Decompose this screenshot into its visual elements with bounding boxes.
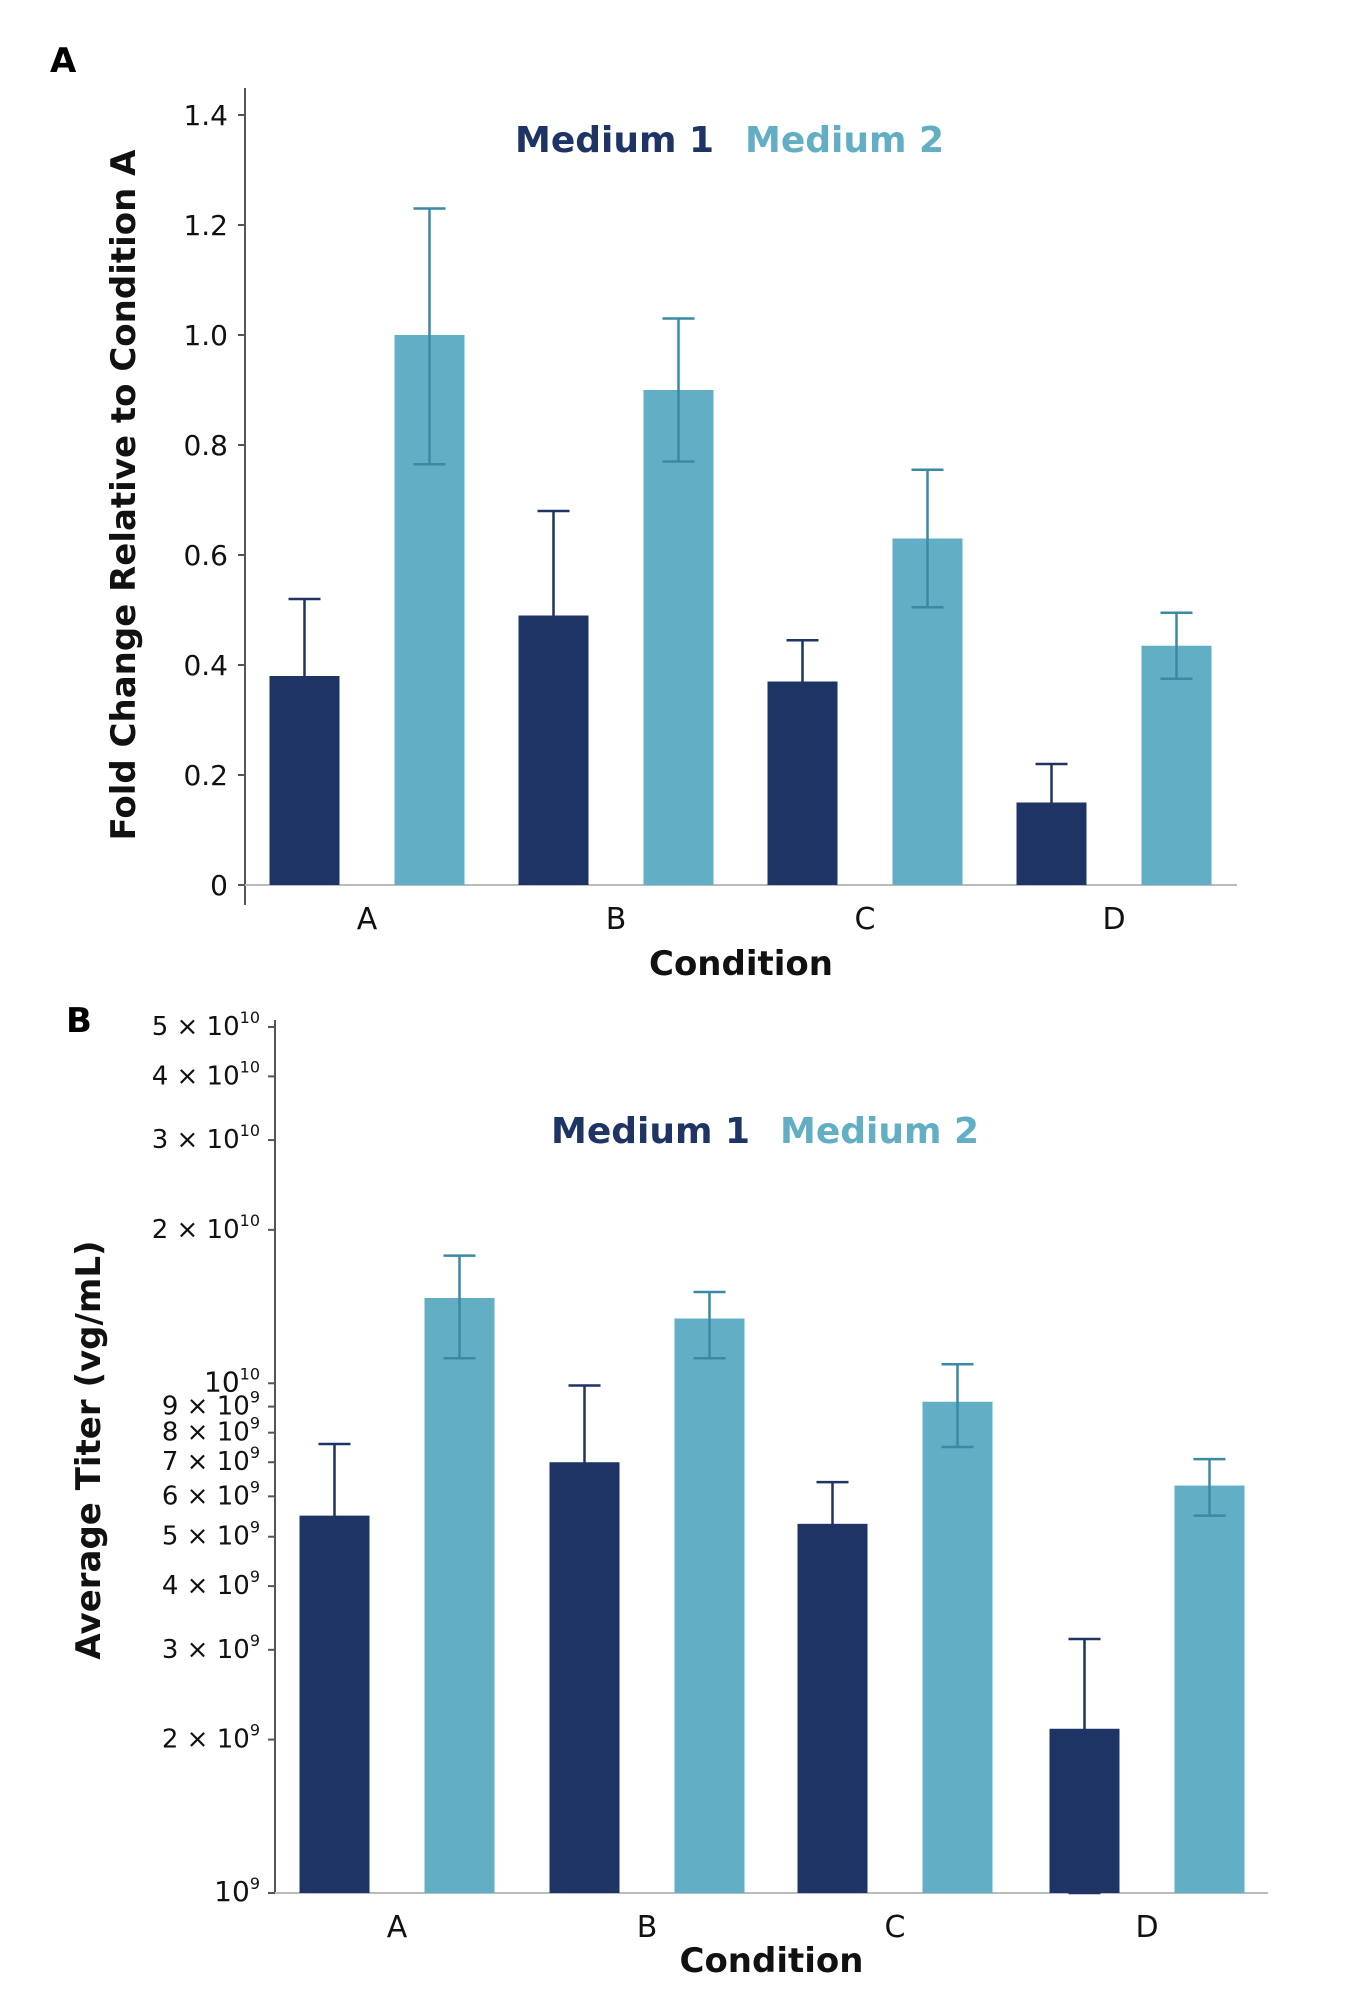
y-tick-exponent: 9	[250, 1874, 260, 1893]
y-tick-exponent: 10	[240, 1121, 260, 1140]
y-tick-mantissa: 9 ×	[162, 1392, 217, 1422]
y-tick-label: 109	[214, 1874, 260, 1908]
y-tick-exponent: 9	[250, 1518, 260, 1537]
y-tick-label: 3 × 109	[162, 1631, 260, 1665]
y-tick-base: 10	[217, 1447, 250, 1477]
y-tick-label: 6 × 109	[162, 1477, 260, 1511]
y-tick-mantissa: 2 ×	[152, 1215, 207, 1245]
y-tick-mantissa: 5 ×	[152, 1012, 207, 1042]
y-tick-base: 10	[207, 1215, 240, 1245]
y-tick-label: 0.2	[183, 759, 228, 792]
legend-medium2: Medium 2	[745, 120, 944, 161]
y-tick-mantissa: 7 ×	[162, 1447, 217, 1477]
bar-medium2-b	[674, 1318, 745, 1893]
y-tick-exponent: 10	[240, 1211, 260, 1230]
y-tick-label: 5 × 1010	[152, 1008, 260, 1042]
y-tick-mantissa: 4 ×	[162, 1571, 217, 1601]
y-tick-base: 10	[204, 1365, 240, 1398]
y-tick-exponent: 9	[250, 1567, 260, 1586]
y-tick-mantissa: 4 ×	[152, 1061, 207, 1091]
legend-medium1: Medium 1	[515, 120, 714, 161]
x-tick-label: B	[606, 902, 627, 937]
panel-a: 0 0.2 0.4 0.6 0.8 1.0 1.2 1.4 A B C D Condition Fold …	[104, 88, 1237, 984]
y-tick-label: 7 × 109	[162, 1443, 260, 1477]
y-tick-label: 2 × 1010	[152, 1211, 260, 1245]
y-tick-exponent: 10	[240, 1008, 260, 1027]
x-tick-label: D	[1102, 902, 1125, 937]
y-tick-mantissa: 3 ×	[152, 1125, 207, 1155]
y-tick-label: 1.4	[183, 99, 228, 132]
y-tick-base: 10	[217, 1392, 250, 1422]
y-tick-exponent: 10	[240, 1364, 260, 1383]
y-tick-label: 1.0	[183, 319, 228, 352]
y-tick-mantissa: 2 ×	[162, 1725, 217, 1755]
bar-medium2-d	[1141, 645, 1212, 885]
bar-medium2-c	[922, 1401, 993, 1893]
y-axis-title: Fold Change Relative to Condition A	[104, 149, 144, 841]
y-tick-exponent: 9	[250, 1414, 260, 1433]
x-axis-title: Condition	[680, 1941, 864, 1981]
x-tick-label: C	[855, 902, 876, 937]
y-tick-base: 10	[207, 1125, 240, 1155]
y-tick-label: 0.4	[183, 649, 228, 682]
x-tick-label: D	[1135, 1910, 1158, 1945]
y-tick-label: 0	[210, 869, 228, 902]
x-tick-label: C	[885, 1910, 906, 1945]
y-tick-label: 4 × 1010	[152, 1057, 260, 1091]
y-tick-label: 0.8	[183, 429, 228, 462]
y-tick-base: 10	[217, 1635, 250, 1665]
y-tick-mantissa: 5 ×	[162, 1522, 217, 1552]
y-tick-exponent: 9	[250, 1388, 260, 1407]
x-tick-label: A	[387, 1910, 408, 1945]
y-tick-base: 10	[207, 1061, 240, 1091]
y-tick-exponent: 9	[250, 1443, 260, 1462]
y-tick-base: 10	[217, 1725, 250, 1755]
y-tick-exponent: 9	[250, 1631, 260, 1650]
y-tick-label: 2 × 109	[162, 1721, 260, 1755]
y-tick-label: 1010	[204, 1364, 260, 1398]
bar-medium2-d	[1174, 1485, 1245, 1893]
y-tick-base: 10	[207, 1012, 240, 1042]
y-tick-base: 10	[217, 1418, 250, 1448]
y-axis-title: Average Titer (vg/mL)	[69, 1240, 109, 1659]
y-tick-base: 10	[217, 1571, 250, 1601]
y-tick-label: 3 × 1010	[152, 1121, 260, 1155]
bar-medium2-a	[424, 1297, 495, 1893]
legend-medium2: Medium 2	[780, 1111, 979, 1152]
panel-b-label: B	[66, 1001, 92, 1041]
x-tick-label: B	[637, 1910, 658, 1945]
panel-a-label: A	[50, 41, 77, 81]
y-tick-mantissa: 3 ×	[162, 1635, 217, 1665]
x-tick-label: A	[357, 902, 378, 937]
y-tick-label: 0.6	[183, 539, 228, 572]
y-tick-label: 9 × 109	[162, 1388, 260, 1422]
y-tick-label: 4 × 109	[162, 1567, 260, 1601]
bar-medium2-b	[643, 390, 714, 885]
y-tick-exponent: 9	[250, 1477, 260, 1496]
y-tick-base: 10	[217, 1481, 250, 1511]
y-tick-label: 1.2	[183, 209, 228, 242]
x-axis-title: Condition	[649, 944, 833, 984]
y-tick-mantissa: 8 ×	[162, 1418, 217, 1448]
y-tick-exponent: 9	[250, 1721, 260, 1740]
y-tick-base: 10	[214, 1875, 250, 1908]
y-tick-base: 10	[217, 1522, 250, 1552]
y-tick-mantissa: 6 ×	[162, 1481, 217, 1511]
y-tick-label: 5 × 109	[162, 1518, 260, 1552]
y-tick-label: 8 × 109	[162, 1414, 260, 1448]
y-tick-exponent: 10	[240, 1057, 260, 1076]
legend-medium1: Medium 1	[551, 1111, 750, 1152]
